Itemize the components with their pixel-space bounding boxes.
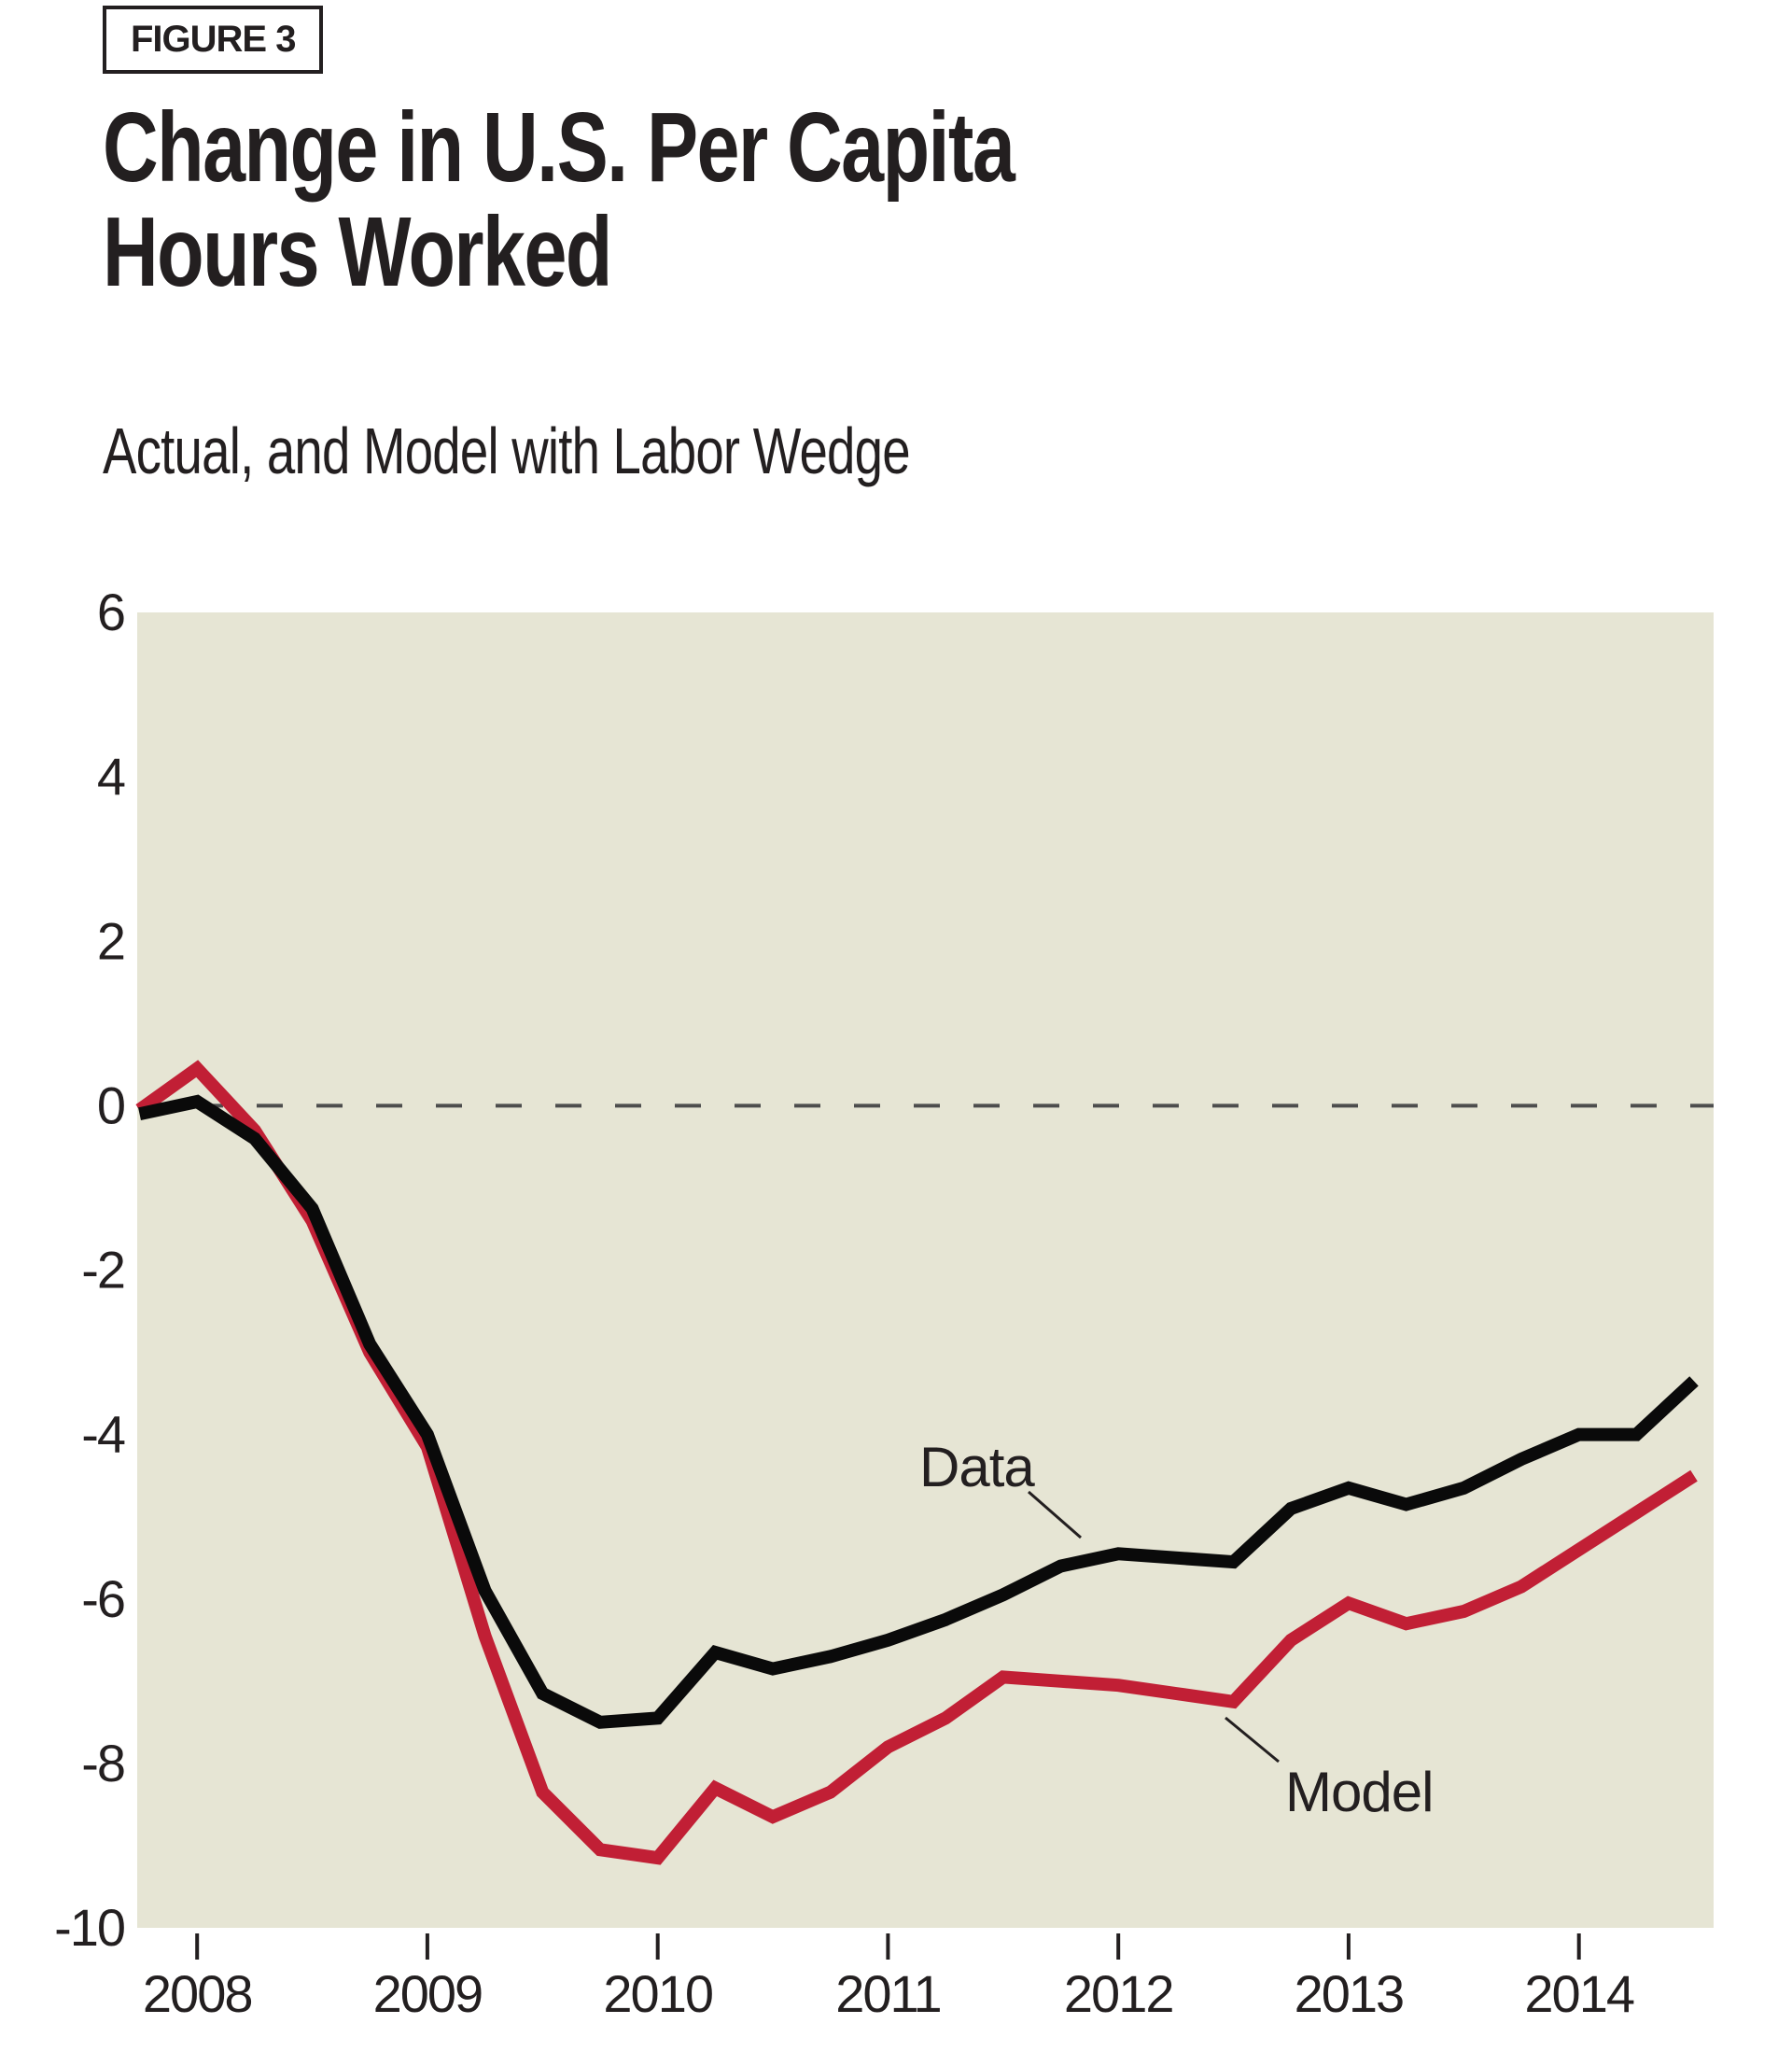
page-title-line1: Change in U.S. Per Capita	[103, 92, 1015, 203]
x-tick-label-2012: 2012	[1064, 1964, 1173, 2023]
y-tick-label--10: -10	[54, 1898, 124, 1957]
x-tick-label-2013: 2013	[1295, 1964, 1404, 2023]
y-tick-label--4: -4	[81, 1405, 125, 1464]
model-annotation-label: Model	[1285, 1761, 1433, 1823]
figure-number-label: FIGURE 3	[131, 19, 296, 60]
x-tick-label-2011: 2011	[835, 1964, 940, 2023]
x-tick-label-2014: 2014	[1524, 1964, 1633, 2023]
x-tick-label-2008: 2008	[143, 1964, 252, 2023]
x-tick-label-2009: 2009	[373, 1964, 483, 2023]
title-block: Change in U.S. Per Capita Hours Worked A…	[103, 92, 1015, 488]
figure-number-box: FIGURE 3	[103, 6, 324, 74]
y-tick-label-2: 2	[97, 911, 124, 970]
page-subtitle: Actual, and Model with Labor Wedge	[103, 414, 911, 487]
data-annotation-leader	[1028, 1490, 1082, 1539]
data-series-line	[138, 1094, 1699, 1729]
y-tick-label-4: 4	[97, 747, 125, 806]
x-tick-label-2010: 2010	[603, 1964, 712, 2023]
y-tick-label--8: -8	[81, 1734, 124, 1792]
model-annotation-leader	[1225, 1716, 1280, 1764]
plot-background	[137, 612, 1714, 1928]
y-tick-label--6: -6	[81, 1569, 124, 1628]
y-tick-label--2: -2	[81, 1241, 124, 1300]
y-tick-label-0: 0	[97, 1075, 124, 1134]
page-title-line2: Hours Worked	[103, 197, 612, 308]
data-annotation-label: Data	[919, 1436, 1035, 1498]
y-tick-label-6: 6	[97, 583, 124, 641]
